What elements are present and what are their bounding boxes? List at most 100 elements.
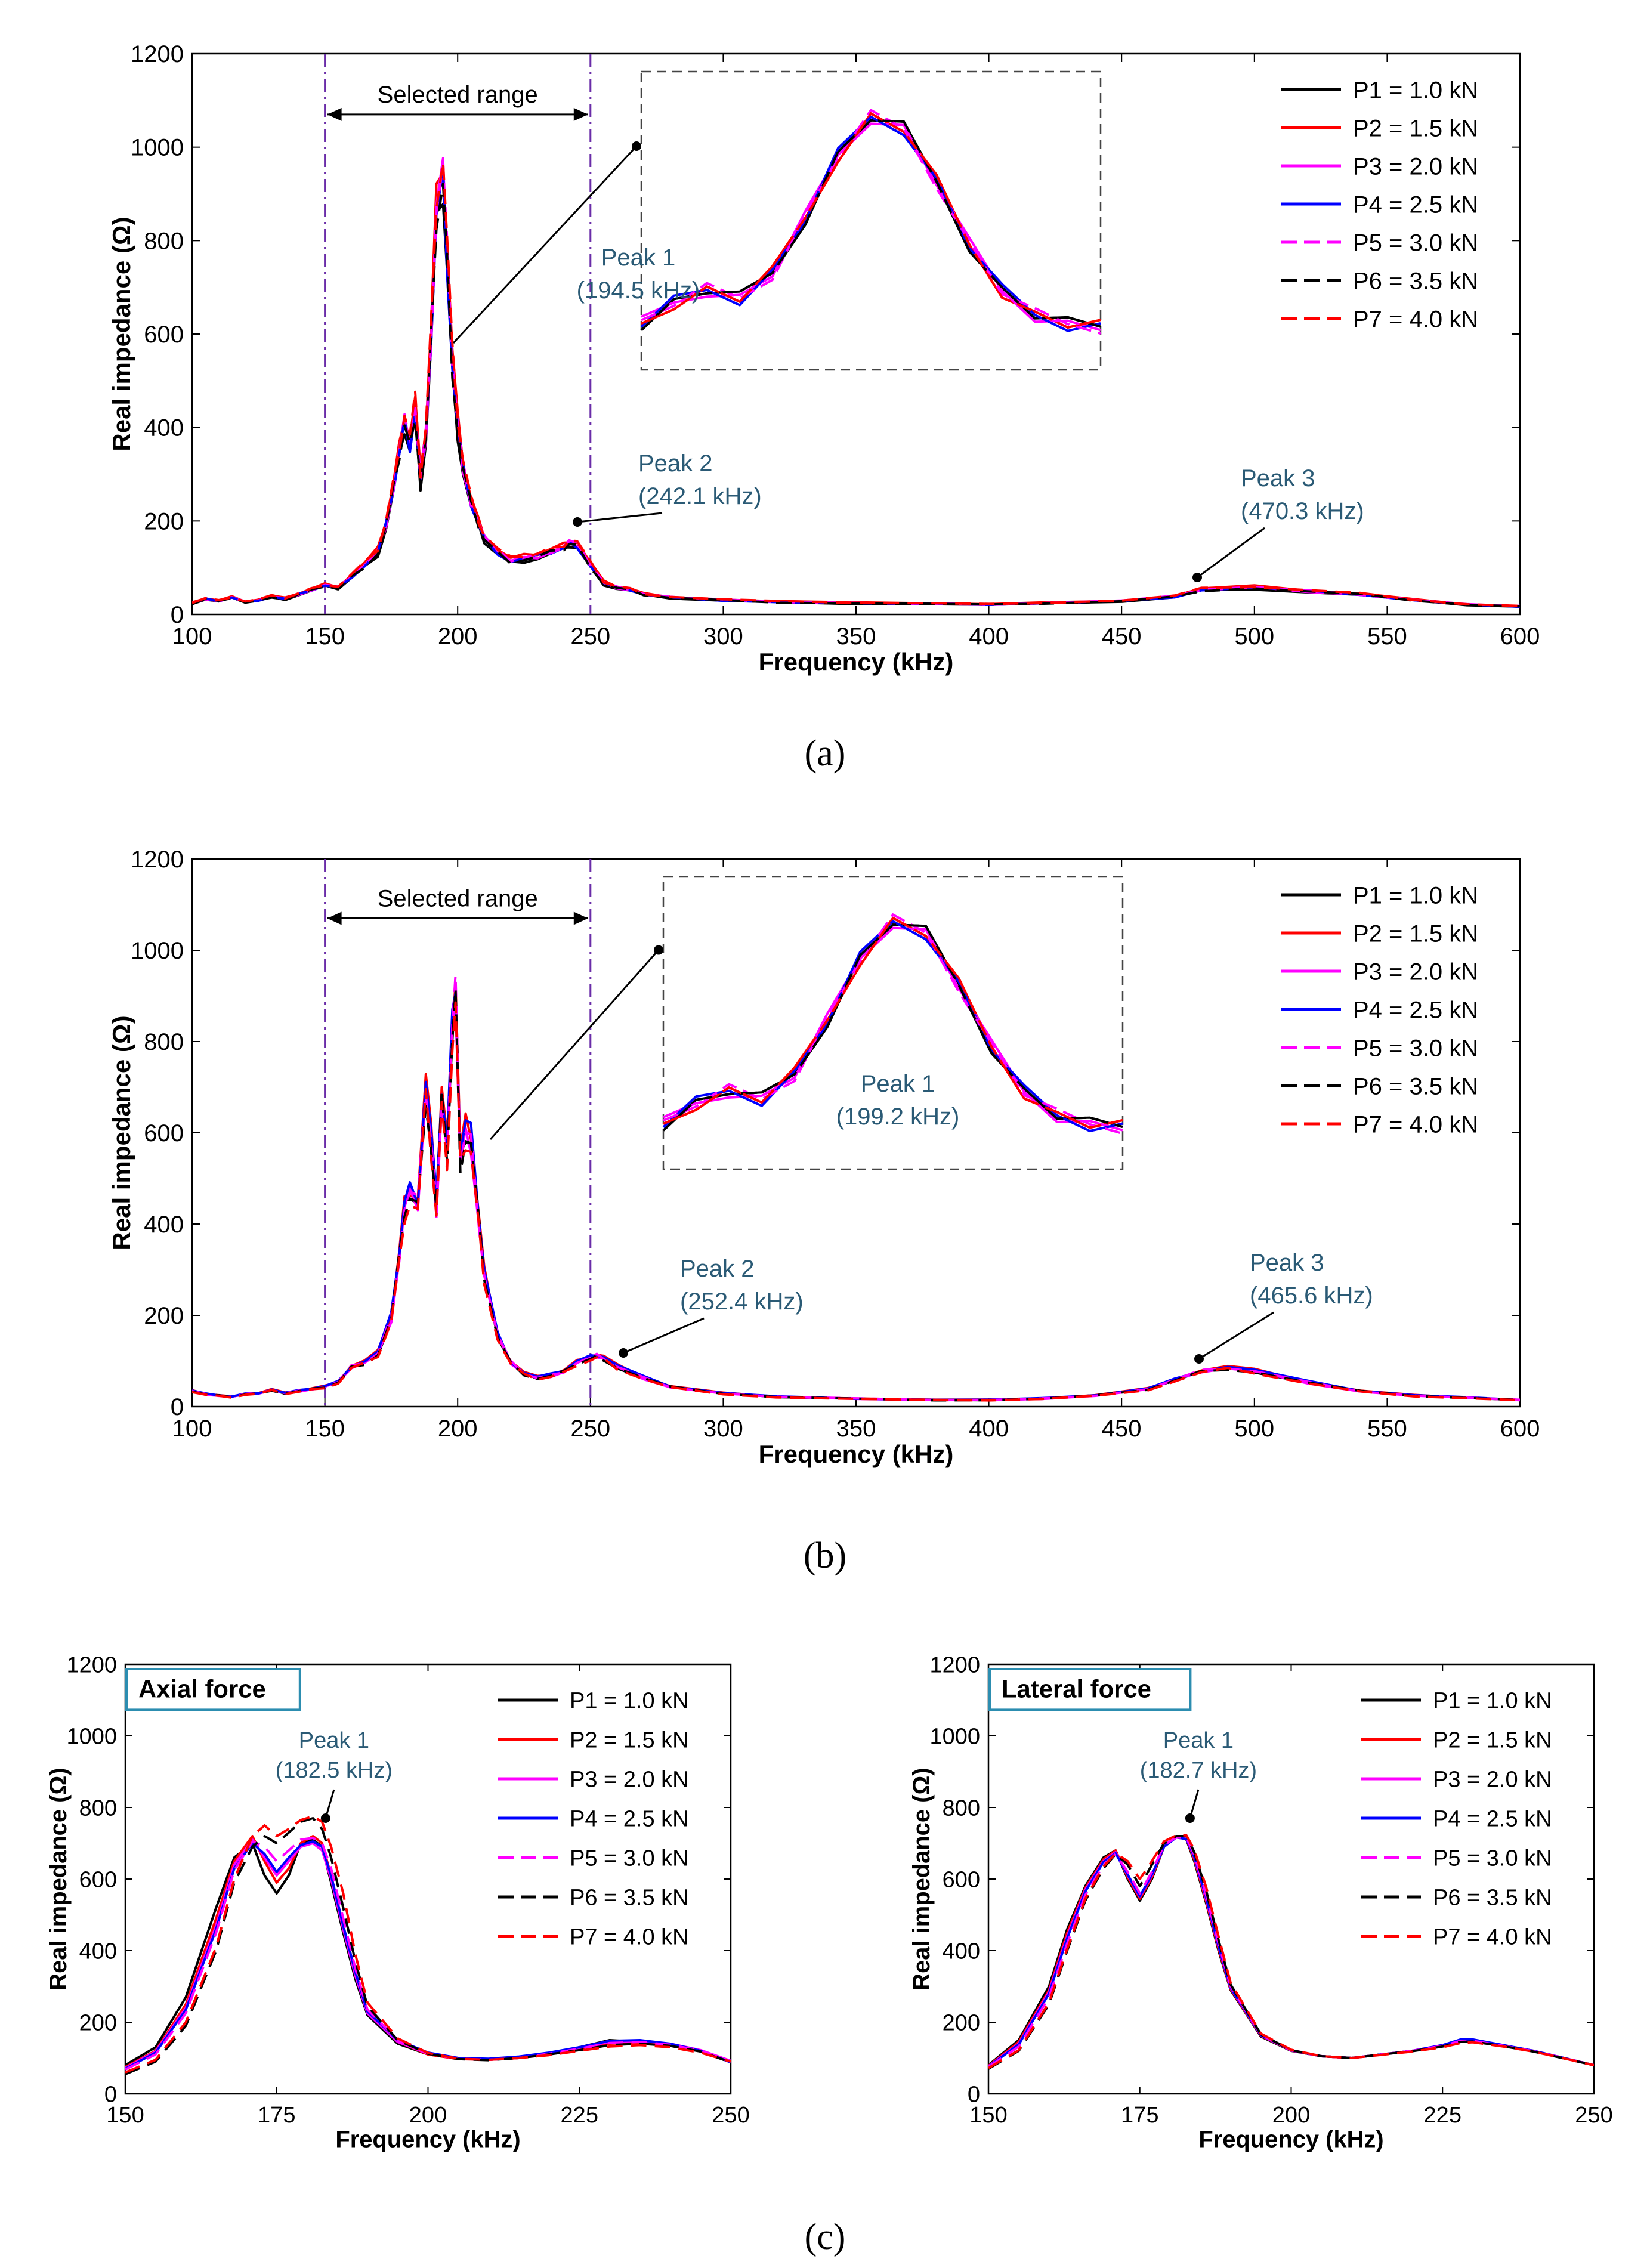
legend-label: P2 = 1.5 kN — [570, 1728, 689, 1753]
peak-arrow — [1198, 1311, 1274, 1360]
series-line-p5 — [125, 1837, 731, 2071]
legend-label: P6 = 3.5 kN — [1353, 268, 1478, 294]
y-tick-label: 200 — [144, 1303, 184, 1329]
x-tick-label: 250 — [1575, 2103, 1612, 2128]
selected-range-arrowhead — [327, 911, 342, 925]
peak-arrow — [1189, 1789, 1200, 1819]
legend-label: P7 = 4.0 kN — [570, 1925, 689, 1950]
series-line-p5 — [988, 1836, 1594, 2068]
selected-range-label: Selected range — [378, 82, 538, 108]
legend-label: P6 = 3.5 kN — [1353, 1073, 1478, 1099]
peak3-label: Peak 3 — [1241, 465, 1315, 492]
y-tick-label: 800 — [943, 1796, 980, 1821]
legend-label: P6 = 3.5 kN — [1433, 1886, 1552, 1911]
series-line-p7 — [125, 1815, 731, 2074]
series-line-p7 — [192, 160, 1520, 607]
peak-arrowhead — [1194, 1354, 1204, 1364]
peak1-label: Peak 1 — [1163, 1728, 1234, 1753]
inset-line — [662, 923, 1123, 1132]
peak3-detail: (470.3 kHz) — [1241, 498, 1364, 524]
legend-label: P7 = 4.0 kN — [1353, 306, 1478, 332]
y-tick-label: 1200 — [131, 846, 184, 873]
y-tick-label: 1200 — [131, 41, 184, 67]
peak1-detail: (199.2 kHz) — [836, 1104, 960, 1130]
x-tick-label: 300 — [703, 1416, 743, 1442]
peak1-label: Peak 1 — [601, 245, 676, 271]
peak3-detail: (465.6 kHz) — [1250, 1283, 1373, 1309]
legend-label: P1 = 1.0 kN — [1433, 1689, 1552, 1714]
x-tick-label: 500 — [1234, 1416, 1274, 1442]
y-tick-label: 600 — [144, 1120, 184, 1147]
y-tick-label: 400 — [144, 415, 184, 441]
legend-label: P2 = 1.5 kN — [1353, 920, 1478, 947]
peak1-label: Peak 1 — [299, 1728, 369, 1753]
peak1-arrowhead — [632, 141, 641, 151]
y-tick-label: 200 — [79, 2010, 117, 2035]
legend-label: P2 = 1.5 kN — [1433, 1728, 1552, 1753]
legend-label: P3 = 2.0 kN — [1353, 153, 1478, 180]
chart-c-axial: 150 175 200 225 250 0 200 400 600 800 1000 1200 Freq… — [45, 1652, 750, 2152]
inset-line — [641, 108, 1101, 335]
x-tick-label: 100 — [172, 1416, 212, 1442]
y-tick-label: 400 — [943, 1939, 980, 1964]
x-tick-label: 450 — [1102, 1416, 1142, 1442]
peak-arrow — [1197, 527, 1265, 579]
x-axis-label: Frequency (kHz) — [759, 1440, 954, 1468]
y-tick-label: 1000 — [131, 938, 184, 964]
chart-b: 100 150 200 250 300 350 400 450 500 550 600 0 200 400… — [107, 846, 1540, 1468]
x-tick-label: 175 — [258, 2103, 295, 2128]
x-axis-label: Frequency (kHz) — [759, 648, 954, 676]
inset-line — [663, 913, 1123, 1135]
x-tick-label: 200 — [438, 1416, 478, 1442]
x-tick-label: 250 — [570, 1416, 610, 1442]
series-group — [125, 1815, 731, 2075]
peak1-label: Peak 1 — [861, 1071, 935, 1097]
selected-range-arrowhead — [573, 911, 588, 925]
series-line-p5 — [192, 974, 1520, 1402]
y-axis-label: Real impedance (Ω) — [107, 217, 135, 451]
x-tick-label: 500 — [1234, 623, 1274, 650]
chart-a: 100 150 200 250 300 350 400 450 500 550 600 0 200 400… — [107, 41, 1540, 676]
y-tick-label: 1000 — [66, 1724, 117, 1749]
y-tick-label: 600 — [144, 322, 184, 348]
y-tick-label: 200 — [943, 2010, 980, 2035]
peak1-arrow — [489, 949, 660, 1140]
x-tick-label: 600 — [1500, 1416, 1540, 1442]
inset-line — [663, 916, 1123, 1129]
caption-b: (b) — [804, 1535, 846, 1576]
peak1-detail: (194.5 kHz) — [577, 277, 700, 304]
x-tick-label: 250 — [712, 2103, 749, 2128]
y-axis-label: Real impedance (Ω) — [107, 1015, 135, 1250]
peak1-detail: (182.7 kHz) — [1140, 1758, 1257, 1783]
legend-label: P4 = 2.5 kN — [1353, 191, 1478, 218]
peak-arrow — [623, 1317, 705, 1354]
x-tick-label: 550 — [1367, 1416, 1407, 1442]
x-tick-label: 300 — [703, 623, 743, 650]
x-tick-label: 150 — [106, 2103, 144, 2128]
peak-arrow — [325, 1789, 335, 1819]
y-axis-label: Real impedance (Ω) — [909, 1768, 935, 1990]
x-tick-label: 250 — [570, 623, 610, 650]
series-line-p4 — [125, 1840, 731, 2070]
legend-label: P5 = 3.0 kN — [1433, 1846, 1552, 1871]
peak-arrowhead — [1192, 573, 1202, 582]
legend-label: P7 = 4.0 kN — [1353, 1111, 1478, 1138]
legend-label: P4 = 2.5 kN — [570, 1807, 689, 1832]
legend-label: P4 = 2.5 kN — [1353, 997, 1478, 1023]
x-tick-label: 550 — [1367, 623, 1407, 650]
selected-range-arrowhead — [573, 107, 588, 121]
peak2-label: Peak 2 — [680, 1256, 755, 1282]
x-tick-label: 350 — [836, 623, 876, 650]
x-tick-label: 175 — [1121, 2103, 1158, 2128]
chart-title: Lateral force — [1002, 1675, 1151, 1703]
peak3-label: Peak 3 — [1250, 1250, 1324, 1276]
y-tick-label: 1000 — [131, 135, 184, 161]
y-tick-label: 400 — [79, 1939, 117, 1964]
peak1-detail: (182.5 kHz) — [276, 1758, 393, 1783]
legend-label: P1 = 1.0 kN — [570, 1689, 689, 1714]
y-tick-label: 0 — [968, 2082, 980, 2107]
chart-c-lateral: 150 175 200 225 250 0 200 400 600 800 1000 1200 Freq… — [909, 1652, 1613, 2152]
y-tick-label: 1200 — [66, 1652, 117, 1677]
chart-title: Axial force — [138, 1675, 266, 1703]
